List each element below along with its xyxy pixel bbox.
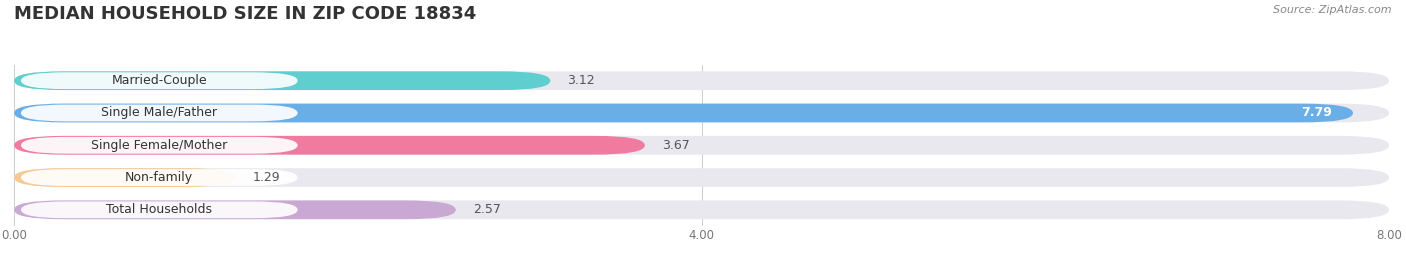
Text: MEDIAN HOUSEHOLD SIZE IN ZIP CODE 18834: MEDIAN HOUSEHOLD SIZE IN ZIP CODE 18834 xyxy=(14,5,477,23)
FancyBboxPatch shape xyxy=(21,201,298,218)
FancyBboxPatch shape xyxy=(21,169,298,186)
FancyBboxPatch shape xyxy=(21,105,298,121)
FancyBboxPatch shape xyxy=(14,168,236,187)
Text: Non-family: Non-family xyxy=(125,171,194,184)
Text: 7.79: 7.79 xyxy=(1302,107,1333,119)
FancyBboxPatch shape xyxy=(14,168,1389,187)
Text: 1.29: 1.29 xyxy=(253,171,281,184)
FancyBboxPatch shape xyxy=(21,72,298,89)
FancyBboxPatch shape xyxy=(14,136,645,155)
FancyBboxPatch shape xyxy=(14,200,1389,219)
Text: Married-Couple: Married-Couple xyxy=(111,74,207,87)
FancyBboxPatch shape xyxy=(14,200,456,219)
Text: Total Households: Total Households xyxy=(107,203,212,216)
FancyBboxPatch shape xyxy=(14,71,550,90)
FancyBboxPatch shape xyxy=(14,104,1353,122)
FancyBboxPatch shape xyxy=(14,104,1389,122)
Text: Single Male/Father: Single Male/Father xyxy=(101,107,218,119)
Text: 3.67: 3.67 xyxy=(662,139,690,152)
FancyBboxPatch shape xyxy=(14,71,1389,90)
Text: 3.12: 3.12 xyxy=(568,74,595,87)
Text: Single Female/Mother: Single Female/Mother xyxy=(91,139,228,152)
Text: Source: ZipAtlas.com: Source: ZipAtlas.com xyxy=(1274,5,1392,15)
FancyBboxPatch shape xyxy=(21,137,298,154)
Text: 2.57: 2.57 xyxy=(472,203,501,216)
FancyBboxPatch shape xyxy=(14,136,1389,155)
